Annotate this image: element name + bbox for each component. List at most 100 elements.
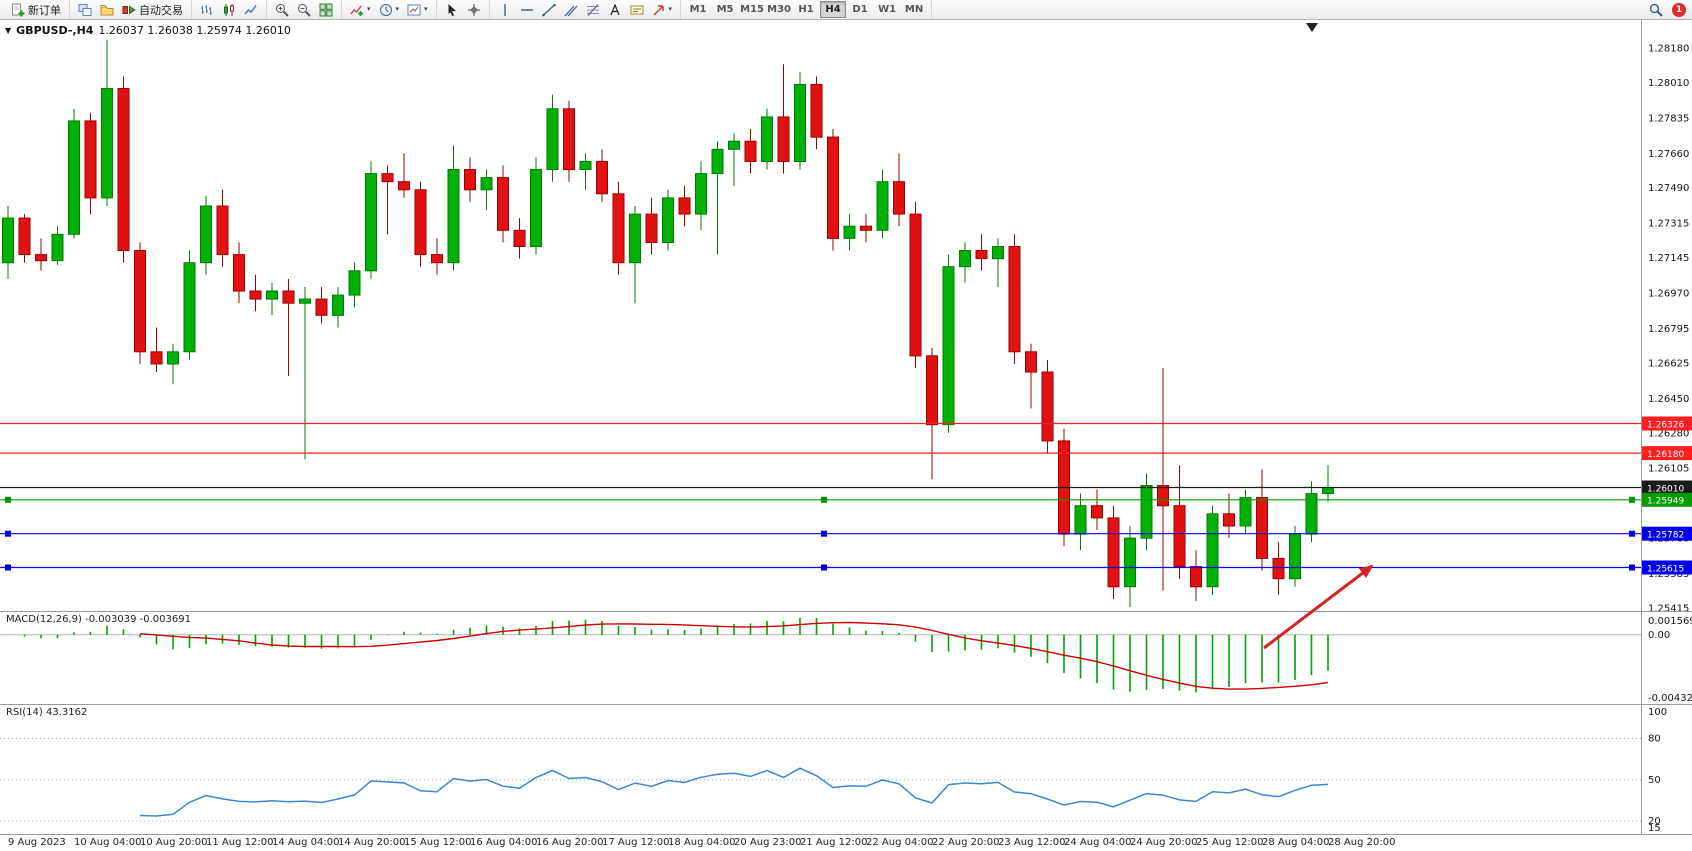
toolbar-group: 自动交易 xyxy=(70,0,192,19)
new-order-button[interactable]: 新订单 xyxy=(7,1,65,18)
notification-badge[interactable]: 1 xyxy=(1672,2,1686,17)
hline-handle[interactable] xyxy=(821,564,827,571)
chart-shift-marker-icon[interactable] xyxy=(1306,23,1318,32)
toolbar-group: ▾ xyxy=(490,0,682,19)
svg-text:1.27835: 1.27835 xyxy=(1648,113,1689,124)
ohlc-values: 1.26037 1.26038 1.25974 1.26010 xyxy=(98,24,291,37)
svg-text:1.28010: 1.28010 xyxy=(1648,78,1689,89)
candles-icon xyxy=(222,3,236,17)
equidistant-channel-button[interactable] xyxy=(560,1,582,18)
text-button[interactable] xyxy=(604,1,626,18)
charts-button[interactable] xyxy=(74,1,96,18)
svg-text:1.28180: 1.28180 xyxy=(1648,44,1689,55)
crosshair-button[interactable] xyxy=(463,1,485,18)
macd-panel: MACD(12,26,9) -0.003039 -0.003691 0.0015… xyxy=(0,612,1692,705)
new-order-icon xyxy=(11,3,25,17)
price-tag xyxy=(1642,492,1692,507)
rsi-label: RSI(14) 43.3162 xyxy=(6,707,88,718)
svg-text:0.001569: 0.001569 xyxy=(1648,616,1692,627)
time-axis-label: 25 Aug 12:00 xyxy=(1196,837,1264,848)
hline-handle[interactable] xyxy=(821,530,827,537)
macd-signal-line xyxy=(139,621,1329,690)
time-axis-label: 10 Aug 20:00 xyxy=(140,837,208,848)
text-icon xyxy=(608,2,622,17)
timeframe-mn-button[interactable]: MN xyxy=(901,1,927,18)
search-button[interactable] xyxy=(1645,1,1667,18)
fibonacci-retracement-button[interactable] xyxy=(582,1,604,18)
chart-info-label: ▼ GBPUSD-,H4 1.26037 1.26038 1.25974 1.2… xyxy=(5,24,291,37)
timeframe-w1-button[interactable]: W1 xyxy=(874,1,900,18)
timeframe-m1-button[interactable]: M1 xyxy=(685,1,711,18)
zoom-in-button[interactable] xyxy=(271,1,293,18)
main-chart-canvas[interactable]: 1.28180 1.28010 1.27835 1.27660 1.27490 1.273… xyxy=(0,20,1692,611)
svg-text:50: 50 xyxy=(1648,775,1661,786)
svg-text:1.26970: 1.26970 xyxy=(1648,289,1689,300)
price-tag xyxy=(1642,560,1692,575)
timeframe-h4-button[interactable]: H4 xyxy=(820,1,847,18)
timeframe-m15-button[interactable]: M15 xyxy=(739,1,765,18)
time-axis-label: 28 Aug 20:00 xyxy=(1328,837,1396,848)
new-order-label: 新订单 xyxy=(28,3,61,17)
line-chart-button[interactable] xyxy=(240,1,262,18)
svg-text:1.26280: 1.26280 xyxy=(1648,428,1689,439)
zoom-out-button[interactable] xyxy=(293,1,315,18)
autotrading-icon xyxy=(122,3,136,17)
svg-text:1.26795: 1.26795 xyxy=(1648,324,1689,335)
time-axis-label: 16 Aug 04:00 xyxy=(470,837,538,848)
timeframe-h1-button[interactable]: H1 xyxy=(793,1,819,18)
time-axis[interactable]: 9 Aug 2023 10 Aug 04:00 10 Aug 20:00 11 Aug… xyxy=(0,835,1692,851)
hline-handle[interactable] xyxy=(5,530,11,537)
horizontal-line-button[interactable] xyxy=(516,1,538,18)
time-axis-label: 18 Aug 04:00 xyxy=(668,837,736,848)
trendline-button[interactable] xyxy=(538,1,560,18)
time-axis-label: 24 Aug 04:00 xyxy=(1064,837,1132,848)
hline-handle[interactable] xyxy=(1629,496,1635,503)
svg-text:20: 20 xyxy=(1648,816,1661,827)
svg-text:1.25585: 1.25585 xyxy=(1648,569,1689,580)
templates-button[interactable]: ▾ xyxy=(403,1,432,18)
time-axis-label: 28 Aug 04:00 xyxy=(1262,837,1330,848)
timeframe-m30-button[interactable]: M30 xyxy=(766,1,792,18)
hline-handle[interactable] xyxy=(1629,530,1635,537)
svg-text:1.26105: 1.26105 xyxy=(1648,464,1689,475)
one-click-trading-toggle-icon[interactable]: ▼ xyxy=(5,26,12,35)
symbol-period-label: GBPUSD-,H4 xyxy=(16,24,94,37)
time-axis-label: 10 Aug 04:00 xyxy=(74,837,142,848)
toolbar: 新订单 自动交易 ▾ ▾ ▾ ▾ M1 M5 M15 M30 H1 H4 D1 W1 MN 1 xyxy=(0,0,1692,20)
time-axis-label: 23 Aug 12:00 xyxy=(998,837,1066,848)
svg-text:1.25782: 1.25782 xyxy=(1647,531,1684,541)
arrow-objects-button[interactable]: ▾ xyxy=(648,1,677,18)
crosshair-icon xyxy=(467,3,481,17)
timeframe-m5-button[interactable]: M5 xyxy=(712,1,738,18)
svg-text:100: 100 xyxy=(1648,707,1667,718)
tile-windows-button[interactable] xyxy=(315,1,337,18)
hline-handle[interactable] xyxy=(5,496,11,503)
periods-button[interactable]: ▾ xyxy=(375,1,404,18)
time-axis-label: 21 Aug 12:00 xyxy=(800,837,868,848)
price-tag xyxy=(1642,416,1692,431)
hline-handle[interactable] xyxy=(5,564,11,571)
bar-chart-button[interactable] xyxy=(196,1,218,18)
vertical-line-button[interactable] xyxy=(494,1,516,18)
svg-text:1.25615: 1.25615 xyxy=(1647,564,1684,574)
candlestick-chart-button[interactable] xyxy=(218,1,240,18)
timeframe-d1-button[interactable]: D1 xyxy=(847,1,873,18)
profiles-icon xyxy=(100,3,114,17)
profiles-button[interactable] xyxy=(96,1,118,18)
rsi-line xyxy=(139,767,1329,817)
search-icon xyxy=(1649,3,1663,17)
tile-windows-icon xyxy=(319,3,333,17)
chart-workspace: ▼ GBPUSD-,H4 1.26037 1.26038 1.25974 1.2… xyxy=(0,20,1692,851)
main-chart-panel: ▼ GBPUSD-,H4 1.26037 1.26038 1.25974 1.2… xyxy=(0,20,1692,612)
cursor-button[interactable] xyxy=(441,1,463,18)
macd-canvas[interactable]: 0.001569 0.00 -0.004322 xyxy=(0,612,1692,704)
hline-handle[interactable] xyxy=(821,496,827,503)
dropdown-caret-icon: ▾ xyxy=(395,5,400,13)
svg-text:15: 15 xyxy=(1648,823,1661,834)
hline-handle[interactable] xyxy=(1629,564,1635,571)
autotrading-button[interactable]: 自动交易 xyxy=(118,1,187,18)
text-label-button[interactable] xyxy=(626,1,648,18)
indicators-button[interactable]: ▾ xyxy=(346,1,375,18)
line-chart-icon xyxy=(244,3,258,17)
